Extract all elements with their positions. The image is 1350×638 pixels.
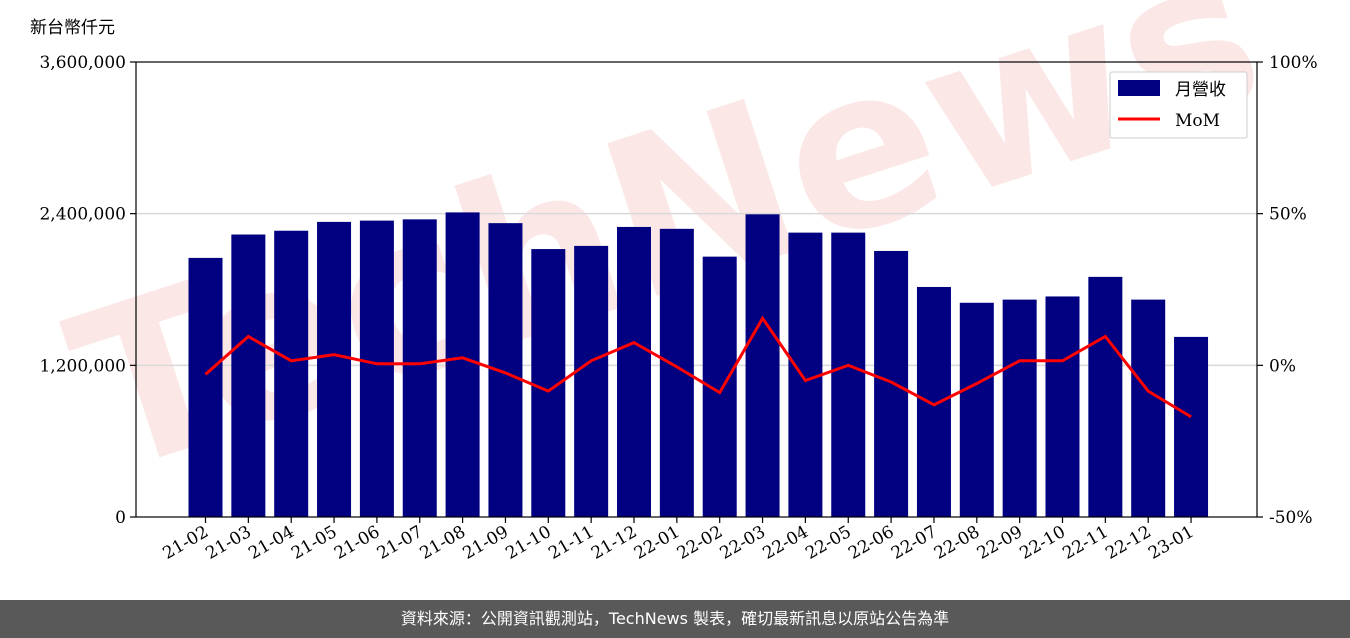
x-axis: 21-0221-0321-0421-0521-0621-0721-0821-09… [160, 517, 1198, 564]
x-tick-label: 22-06 [845, 522, 897, 564]
x-tick-label: 22-08 [931, 522, 983, 564]
left-axis: 0 1,200,000 2,400,000 3,600,000 [39, 53, 136, 528]
x-tick-label: 22-10 [1017, 522, 1069, 564]
left-tick-label: 2,400,000 [39, 205, 126, 225]
y-axis-unit: 新台幣仟元 [30, 18, 115, 38]
mom-line [204, 315, 1192, 419]
legend-bar-swatch [1118, 80, 1160, 96]
x-tick-label: 21-10 [502, 522, 554, 564]
bar-21-06 [359, 220, 394, 518]
left-tick-label: 0 [115, 508, 126, 528]
x-tick-label: 22-12 [1102, 522, 1154, 564]
x-tick-label: 22-02 [674, 522, 726, 564]
x-tick-label: 21-12 [588, 522, 640, 564]
bar-21-11 [574, 245, 609, 518]
left-tick-label: 1,200,000 [39, 356, 126, 376]
legend-label-mom: MoM [1175, 111, 1220, 131]
x-tick-label: 22-04 [759, 522, 811, 564]
x-tick-label: 21-05 [288, 522, 340, 564]
x-tick-label: 23-01 [1145, 522, 1197, 564]
x-tick-label: 21-04 [245, 522, 297, 564]
legend: 月營收 MoM [1109, 71, 1248, 139]
bar-22-10 [1045, 296, 1080, 517]
x-tick-label: 22-09 [974, 522, 1026, 564]
right-axis: -50% 0% 50% 100% [1257, 53, 1318, 528]
x-tick-label: 22-11 [1059, 522, 1111, 564]
bar-22-08 [959, 302, 994, 517]
x-tick-label: 21-02 [160, 522, 212, 564]
bar-22-03 [745, 214, 780, 517]
bar-22-12 [1131, 299, 1166, 517]
bar-22-07 [916, 286, 951, 517]
source-footer: 資料來源：公開資訊觀測站，TechNews 製表，確切最新訊息以原站公告為準 [0, 600, 1350, 638]
bar-22-09 [1002, 299, 1037, 517]
bar-22-06 [874, 250, 909, 517]
right-tick-label: 50% [1269, 205, 1307, 225]
bar-21-05 [317, 221, 352, 517]
bar-21-02 [188, 257, 223, 517]
x-tick-label: 21-06 [331, 522, 383, 564]
x-tick-label: 22-07 [888, 522, 940, 564]
mom-series [204, 315, 1192, 419]
bar-22-04 [788, 232, 823, 517]
plot-frame [135, 61, 1258, 518]
bar-21-03 [231, 234, 266, 518]
legend-label-revenue: 月營收 [1175, 80, 1226, 100]
bar-23-01 [1174, 336, 1209, 517]
x-tick-label: 21-03 [202, 522, 254, 564]
x-tick-label: 21-09 [460, 522, 512, 564]
x-tick-label: 22-03 [717, 522, 769, 564]
right-tick-label: -50% [1269, 508, 1313, 528]
x-tick-label: 21-07 [374, 522, 426, 564]
x-tick-label: 22-01 [631, 522, 683, 564]
bars-series [188, 212, 1209, 518]
x-tick-label: 21-11 [545, 522, 597, 564]
bar-21-07 [402, 219, 437, 517]
left-tick-label: 3,600,000 [39, 53, 126, 73]
bar-22-05 [831, 232, 866, 517]
bar-21-08 [445, 212, 480, 517]
bar-21-12 [617, 226, 651, 517]
x-tick-label: 22-05 [802, 522, 854, 564]
bar-21-04 [274, 230, 309, 517]
bar-22-11 [1088, 276, 1123, 517]
right-tick-label: 0% [1269, 356, 1296, 376]
x-tick-label: 21-08 [417, 522, 469, 564]
right-tick-label: 100% [1269, 53, 1318, 73]
